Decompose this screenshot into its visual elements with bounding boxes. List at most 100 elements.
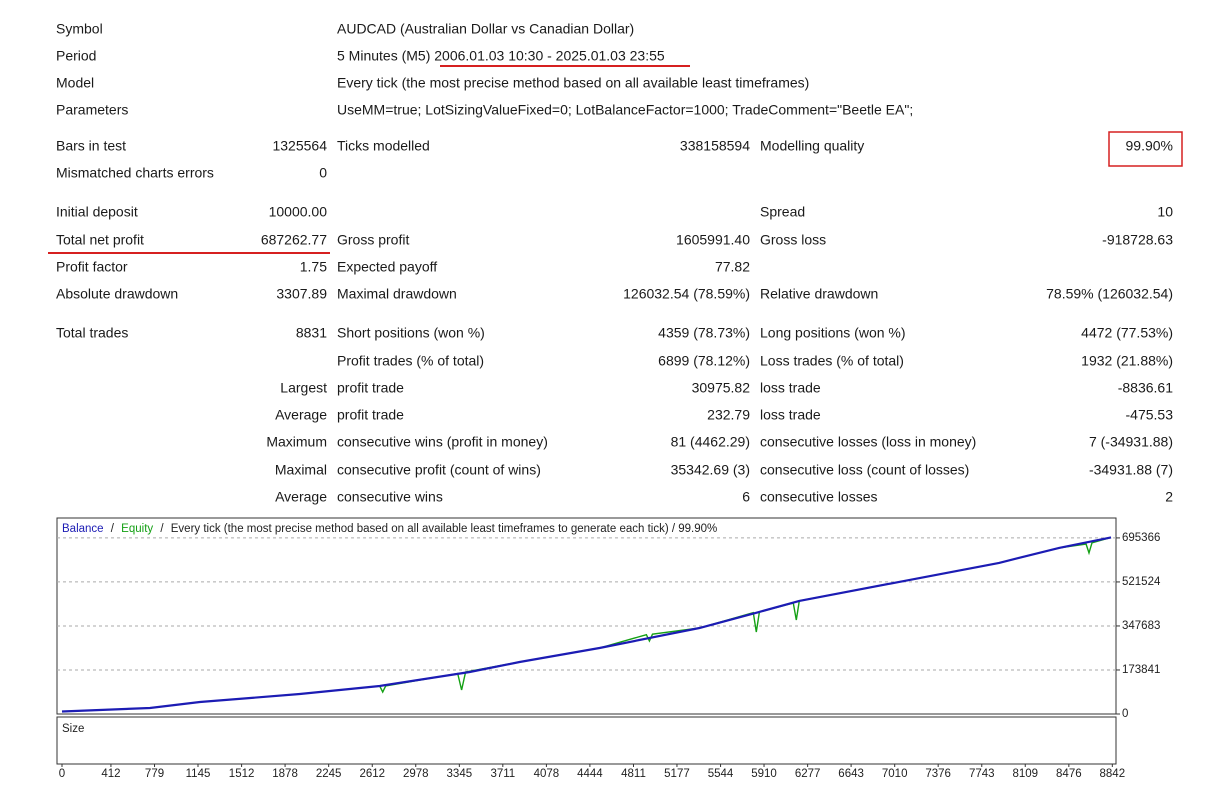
stat-value: 1.75 xyxy=(300,259,327,275)
stat-label: Ticks modelled xyxy=(337,138,430,154)
stat-value: Average xyxy=(275,407,327,423)
stat-value: Average xyxy=(275,489,327,505)
stat-label: Relative drawdown xyxy=(760,286,878,302)
stat-label: Bars in test xyxy=(56,138,126,154)
separator: / xyxy=(111,523,115,535)
x-tick-label: 1878 xyxy=(272,768,298,780)
stat-value: 78.59% (126032.54) xyxy=(1046,286,1173,302)
x-tick-label: 3345 xyxy=(447,768,473,780)
x-tick-label: 4444 xyxy=(577,768,603,780)
stat-value: 30975.82 xyxy=(692,380,751,396)
stat-label: Total trades xyxy=(56,325,128,341)
x-tick-label: 8109 xyxy=(1012,768,1038,780)
stat-value: 232.79 xyxy=(707,407,750,423)
stat-value: 7 (-34931.88) xyxy=(1089,434,1173,450)
field-value: Every tick (the most precise method base… xyxy=(337,75,809,91)
y-tick-label: 0 xyxy=(1122,708,1128,720)
stat-value: 126032.54 (78.59%) xyxy=(623,286,750,302)
x-tick-label: 0 xyxy=(59,768,65,780)
x-tick-label: 1512 xyxy=(229,768,255,780)
series-line xyxy=(61,536,1112,713)
x-tick-label: 2978 xyxy=(403,768,429,780)
x-tick-label: 4078 xyxy=(534,768,560,780)
x-tick-label: 7376 xyxy=(925,768,951,780)
stat-label: profit trade xyxy=(337,407,404,423)
stat-value: -34931.88 (7) xyxy=(1089,462,1173,478)
x-tick-label: 5910 xyxy=(751,768,777,780)
chart-title: Balance / Equity / Every tick (the most … xyxy=(62,523,717,535)
field-label: Period xyxy=(56,48,96,64)
size-panel xyxy=(56,716,1117,765)
stat-value: 2 xyxy=(1165,489,1173,505)
field-label: Model xyxy=(56,75,94,91)
stat-value: 687262.77 xyxy=(261,232,327,248)
x-tick-label: 7010 xyxy=(882,768,908,780)
field-label: Symbol xyxy=(56,21,103,37)
stat-value: 4472 (77.53%) xyxy=(1081,325,1173,341)
stat-label: Expected payoff xyxy=(337,259,437,275)
field-label: Parameters xyxy=(56,102,128,118)
stat-label: Long positions (won %) xyxy=(760,325,906,341)
chart: Size Balance / Equity / Every tick (the … xyxy=(56,517,1161,780)
stat-label: consecutive losses (loss in money) xyxy=(760,434,976,450)
highlight-box xyxy=(1108,131,1183,167)
stat-value: 6899 (78.12%) xyxy=(658,353,750,369)
stat-value: 1932 (21.88%) xyxy=(1081,353,1173,369)
stat-value: Largest xyxy=(280,380,327,396)
x-tick-label: 412 xyxy=(101,768,120,780)
stat-label: Gross loss xyxy=(760,232,826,248)
field-value: 5 Minutes (M5) 2006.01.03 10:30 - 2025.0… xyxy=(337,48,665,64)
stat-value: 99.90% xyxy=(1126,138,1173,154)
field-value: AUDCAD (Australian Dollar vs Canadian Do… xyxy=(337,21,634,37)
x-tick-label: 5544 xyxy=(708,768,734,780)
stat-label: loss trade xyxy=(760,407,821,423)
y-tick-label: 347683 xyxy=(1122,620,1160,632)
x-tick-label: 5177 xyxy=(664,768,690,780)
stat-value: 77.82 xyxy=(715,259,750,275)
plot-frame xyxy=(56,517,1117,715)
stat-value: 8831 xyxy=(296,325,327,341)
y-tick-label: 173841 xyxy=(1122,664,1160,676)
stat-value: 10 xyxy=(1157,204,1173,220)
y-tick-label: 695366 xyxy=(1122,532,1160,544)
stat-label: Mismatched charts errors xyxy=(56,165,214,181)
stat-value: 0 xyxy=(319,165,327,181)
stat-value: 1605991.40 xyxy=(676,232,750,248)
stat-value: 3307.89 xyxy=(276,286,327,302)
stat-value: 81 (4462.29) xyxy=(671,434,750,450)
x-tick-label: 8842 xyxy=(1100,768,1126,780)
stat-value: 1325564 xyxy=(272,138,327,154)
title-text: Every tick (the most precise method base… xyxy=(171,523,718,535)
x-tick-label: 1145 xyxy=(186,768,211,780)
stat-value: -8836.61 xyxy=(1118,380,1173,396)
stat-value: -918728.63 xyxy=(1102,232,1173,248)
stat-label: Maximal drawdown xyxy=(337,286,457,302)
stat-label: Modelling quality xyxy=(760,138,864,154)
stat-label: Initial deposit xyxy=(56,204,138,220)
x-tick-label: 6277 xyxy=(795,768,821,780)
stat-label: consecutive profit (count of wins) xyxy=(337,462,541,478)
x-tick-label: 4811 xyxy=(621,768,646,780)
stat-value: 6 xyxy=(742,489,750,505)
stat-label: Gross profit xyxy=(337,232,409,248)
stat-label: consecutive loss (count of losses) xyxy=(760,462,969,478)
stat-value: Maximum xyxy=(266,434,327,450)
panel-label: Size xyxy=(62,723,84,735)
x-tick-label: 7743 xyxy=(969,768,995,780)
stat-value: Maximal xyxy=(275,462,327,478)
stat-value: -475.53 xyxy=(1126,407,1174,423)
stat-value: 35342.69 (3) xyxy=(671,462,750,478)
stat-label: Profit trades (% of total) xyxy=(337,353,484,369)
stat-value: 4359 (78.73%) xyxy=(658,325,750,341)
stat-label: Spread xyxy=(760,204,805,220)
x-tick-label: 2245 xyxy=(316,768,342,780)
x-tick-label: 6643 xyxy=(838,768,864,780)
stat-label: Profit factor xyxy=(56,259,128,275)
stat-label: consecutive wins (profit in money) xyxy=(337,434,548,450)
stat-label: Short positions (won %) xyxy=(337,325,485,341)
field-value: UseMM=true; LotSizingValueFixed=0; LotBa… xyxy=(337,102,913,118)
separator: / xyxy=(160,523,164,535)
stat-label: loss trade xyxy=(760,380,821,396)
stat-label: Absolute drawdown xyxy=(56,286,178,302)
